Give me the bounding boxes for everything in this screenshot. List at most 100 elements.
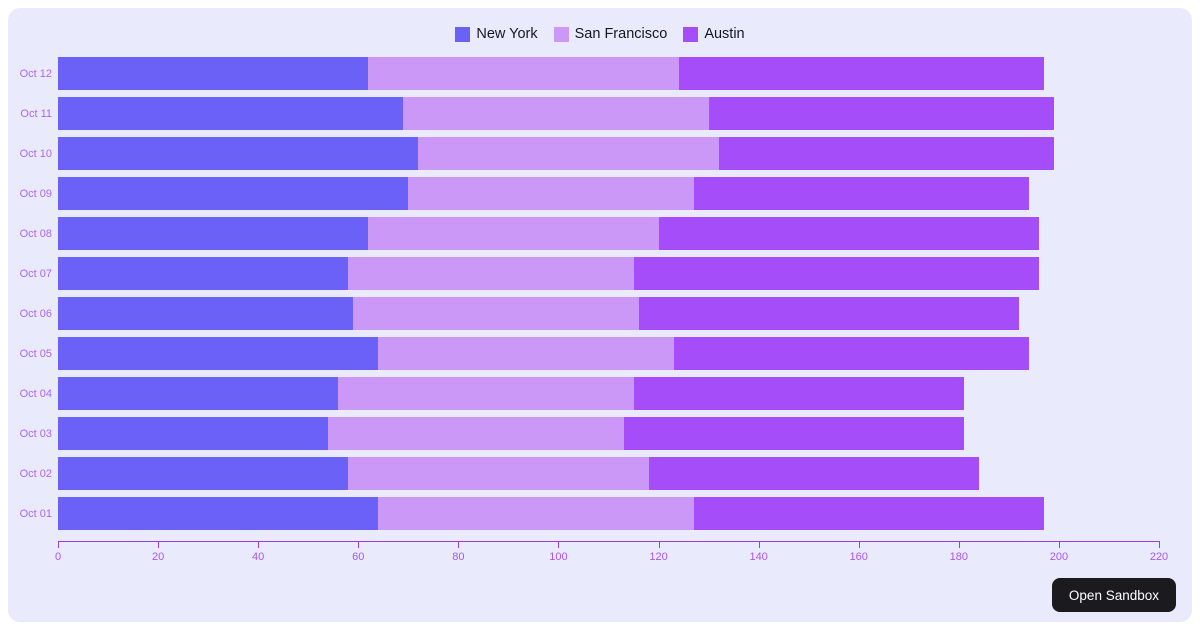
category-label: Oct 02 [19, 467, 52, 480]
legend-item-san-francisco[interactable]: San Francisco [553, 26, 668, 42]
bar-segment-austin[interactable] [708, 97, 1054, 130]
x-axis-tick-label: 180 [949, 551, 968, 563]
bar-segment-san-francisco[interactable] [328, 417, 624, 450]
bar-segment-san-francisco[interactable] [368, 217, 659, 250]
chart-row: Oct 06 [8, 297, 1192, 330]
bar-segment-san-francisco[interactable] [338, 377, 634, 410]
bar-segment-new-york[interactable] [58, 377, 339, 410]
bar-segment-san-francisco[interactable] [348, 457, 649, 490]
bar-segment-austin[interactable] [633, 377, 964, 410]
x-axis-tick-label: 160 [849, 551, 868, 563]
category-label: Oct 05 [19, 347, 52, 360]
stacked-bar [58, 497, 1159, 530]
bar-segment-san-francisco[interactable] [353, 297, 639, 330]
bar-segment-san-francisco[interactable] [368, 57, 679, 90]
x-axis-tick [358, 541, 360, 548]
chart-row: Oct 11 [8, 97, 1192, 130]
x-axis-tick [1058, 541, 1060, 548]
category-label: Oct 06 [19, 307, 52, 320]
category-label: Oct 11 [20, 107, 52, 120]
bar-segment-new-york[interactable] [58, 457, 349, 490]
x-axis-tick [258, 541, 260, 548]
x-axis-tick-label: 140 [749, 551, 768, 563]
bar-segment-new-york[interactable] [58, 177, 409, 210]
bar-segment-austin[interactable] [648, 457, 979, 490]
x-axis-tick [1159, 541, 1160, 548]
bar-segment-new-york[interactable] [58, 57, 369, 90]
bar-segment-austin[interactable] [638, 297, 1019, 330]
legend-label: Austin [704, 26, 745, 42]
chart-row: Oct 07 [8, 257, 1192, 290]
bar-segment-austin[interactable] [633, 257, 1039, 290]
chart-row: Oct 09 [8, 177, 1192, 210]
open-sandbox-button[interactable]: Open Sandbox [1051, 578, 1176, 612]
bar-segment-new-york[interactable] [58, 337, 379, 370]
bar-segment-austin[interactable] [673, 337, 1029, 370]
bar-segment-new-york[interactable] [58, 137, 419, 170]
bar-segment-new-york[interactable] [58, 417, 329, 450]
category-label: Oct 03 [19, 427, 52, 440]
bar-segment-austin[interactable] [718, 137, 1054, 170]
chart-row: Oct 04 [8, 377, 1192, 410]
chart-row: Oct 08 [8, 217, 1192, 250]
stacked-bar [58, 377, 1159, 410]
bar-segment-san-francisco[interactable] [408, 177, 694, 210]
x-axis-tick [658, 541, 660, 548]
category-label: Oct 01 [19, 507, 52, 520]
category-label: Oct 09 [19, 187, 52, 200]
stacked-bar [58, 217, 1159, 250]
bar-segment-new-york[interactable] [58, 97, 404, 130]
bar-segment-san-francisco[interactable] [418, 137, 719, 170]
bar-segment-san-francisco[interactable] [403, 97, 709, 130]
bar-segment-austin[interactable] [693, 177, 1029, 210]
chart-row: Oct 10 [8, 137, 1192, 170]
chart-row: Oct 02 [8, 457, 1192, 490]
stacked-bar [58, 417, 1159, 450]
legend-label: New York [476, 26, 538, 42]
x-axis-tick [158, 541, 160, 548]
stacked-bar [58, 337, 1159, 370]
stacked-bar [58, 97, 1159, 130]
chart-row: Oct 01 [8, 497, 1192, 530]
stacked-bar [58, 177, 1159, 210]
stacked-bar [58, 457, 1159, 490]
x-axis-tick [58, 541, 59, 548]
chart-row: Oct 12 [8, 57, 1192, 90]
bar-segment-austin[interactable] [623, 417, 964, 450]
category-label: Oct 04 [19, 387, 52, 400]
bar-segment-new-york[interactable] [58, 497, 379, 530]
x-axis-tick [958, 541, 960, 548]
bar-segment-new-york[interactable] [58, 297, 354, 330]
legend-item-austin[interactable]: Austin [683, 26, 745, 42]
category-label: Oct 08 [19, 227, 52, 240]
stacked-bar [58, 297, 1159, 330]
x-axis-tick [758, 541, 760, 548]
x-axis-tick-label: 200 [1049, 551, 1069, 563]
x-axis-tick-label: 60 [352, 551, 365, 563]
stacked-bar [58, 137, 1159, 170]
category-label: Oct 10 [19, 147, 52, 160]
bar-segment-san-francisco[interactable] [378, 337, 674, 370]
chart-card: New York San Francisco Austin Oct 12 Oct 11… [8, 8, 1192, 622]
x-axis-line [58, 541, 1160, 542]
x-axis-tick-label: 120 [649, 551, 668, 563]
legend-swatch-icon [553, 26, 569, 42]
bar-segment-austin[interactable] [678, 57, 1044, 90]
bar-segment-new-york[interactable] [58, 257, 349, 290]
x-axis-tick-label: 20 [151, 551, 165, 563]
x-axis-tick-label: 80 [452, 551, 465, 563]
legend-item-new-york[interactable]: New York [455, 26, 538, 42]
stacked-bar [58, 57, 1159, 90]
bar-segment-san-francisco[interactable] [348, 257, 634, 290]
bar-segment-san-francisco[interactable] [378, 497, 694, 530]
bar-segment-austin[interactable] [658, 217, 1039, 250]
x-axis-tick-label: 220 [1149, 551, 1169, 563]
legend-swatch-icon [455, 26, 471, 42]
bar-segment-new-york[interactable] [58, 217, 369, 250]
legend-swatch-icon [683, 26, 699, 42]
legend-label: San Francisco [574, 26, 668, 42]
bar-segment-austin[interactable] [693, 497, 1044, 530]
chart-row: Oct 05 [8, 337, 1192, 370]
legend: New York San Francisco Austin [8, 26, 1192, 42]
x-axis-tick-label: 40 [252, 551, 265, 563]
